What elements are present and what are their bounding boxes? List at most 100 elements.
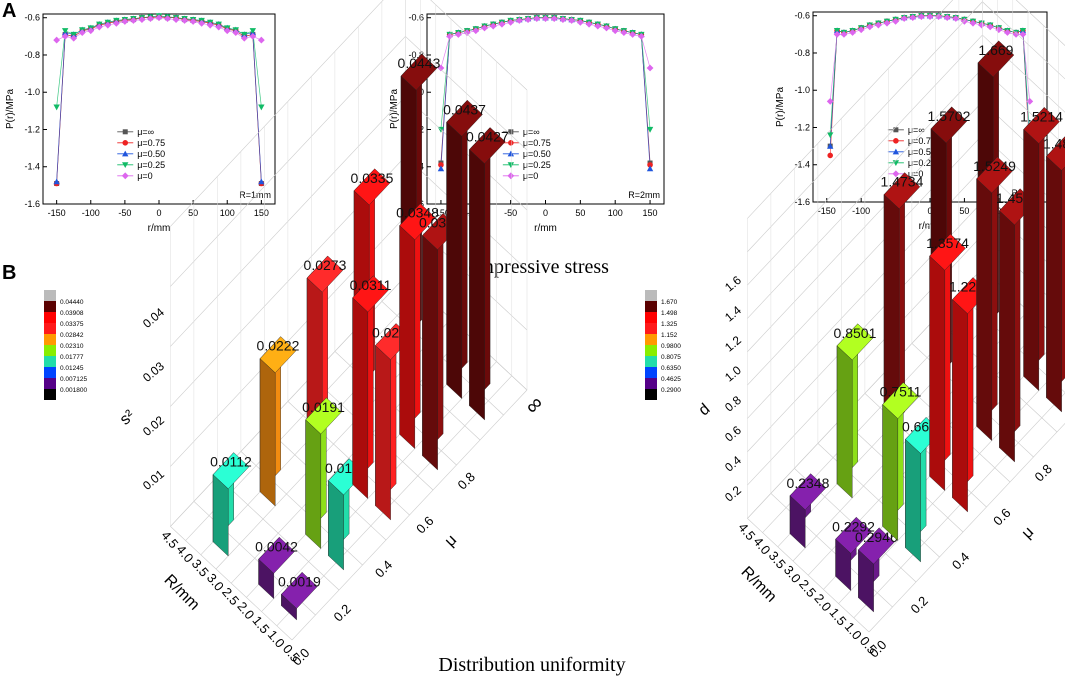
series-point — [637, 32, 645, 40]
colorbar-label: 0.01777 — [60, 354, 84, 361]
y-tick-label: -0.8 — [408, 50, 424, 60]
series-point — [629, 31, 637, 38]
bar-face — [399, 225, 416, 450]
colorbar-swatch — [44, 356, 56, 367]
series-point — [61, 28, 69, 34]
series-point — [112, 19, 120, 27]
x-axis-label: r/mm — [534, 223, 557, 234]
series-point — [857, 26, 865, 34]
bar-value-label: 0.0335 — [351, 170, 394, 186]
legend-label: μ=0.25 — [908, 158, 936, 168]
y-tick-label: -1.6 — [794, 197, 810, 207]
legend-label: μ=0.75 — [137, 138, 165, 148]
bar3d-bar: 0.0191 — [302, 397, 345, 550]
series-point — [1026, 98, 1034, 105]
bar-face — [446, 99, 483, 137]
series-point — [95, 23, 103, 31]
bar-face — [929, 233, 966, 271]
mu-tick-label: 0.8 — [1032, 461, 1055, 484]
bar-face — [882, 382, 919, 419]
colorbar-label: 0.007125 — [60, 376, 87, 383]
legend-marker — [507, 172, 515, 180]
series-point — [926, 13, 934, 21]
z-tick-label: 0.8 — [722, 393, 744, 415]
series-point — [840, 30, 848, 38]
series-point — [155, 14, 163, 22]
series-point — [833, 28, 841, 34]
legend-marker — [508, 140, 514, 146]
series-point — [620, 29, 628, 37]
floor-grid-line — [217, 476, 340, 591]
colorbar-label: 1.325 — [661, 321, 678, 328]
legend-marker — [892, 160, 900, 166]
z-axis-label: s² — [117, 407, 139, 429]
legend-marker — [122, 150, 129, 157]
series-point — [454, 31, 462, 38]
y-tick-label: -0.6 — [794, 11, 810, 21]
z-tick-label: 1.4 — [722, 303, 744, 325]
panel-label-a: A — [2, 0, 17, 22]
legend-label: μ=0.50 — [523, 149, 551, 159]
bar-value-label: 0.0437 — [443, 101, 486, 117]
colorbar-swatch — [645, 312, 657, 323]
y-tick-label: -1.6 — [24, 199, 40, 209]
colorbar-label: 1.152 — [661, 332, 678, 339]
series-point — [568, 17, 576, 24]
mu-tick-label: 0.8 — [455, 469, 478, 492]
legend-label: μ=0 — [908, 169, 923, 179]
legend-marker — [508, 129, 514, 135]
y-tick-label: -0.6 — [408, 13, 424, 23]
x-tick-label: 150 — [643, 208, 658, 218]
series-point — [189, 18, 197, 25]
series-point — [164, 15, 171, 23]
series-point — [900, 15, 908, 22]
bar3d-bar: 1.3574 — [926, 233, 969, 492]
bar-face — [976, 178, 993, 442]
series-point — [826, 98, 834, 105]
series-point — [935, 13, 943, 21]
series-point — [215, 23, 223, 31]
series-point — [550, 15, 558, 23]
bar-face — [352, 275, 389, 313]
series-point — [53, 178, 60, 185]
bar-face — [952, 299, 968, 513]
bar-face — [446, 121, 463, 400]
bar-face — [259, 336, 297, 374]
legend-marker — [507, 150, 515, 157]
bar-face — [353, 168, 391, 206]
bar-face — [1023, 107, 1060, 144]
series-point — [594, 22, 602, 30]
series-point — [437, 165, 445, 172]
bar-face — [399, 203, 436, 241]
legend-marker — [892, 148, 900, 155]
legend-label: μ=∞ — [137, 127, 154, 137]
series-point — [1019, 28, 1027, 34]
series-point — [446, 32, 454, 40]
bar-value-label: 0.0042 — [255, 538, 298, 554]
floor-grid-line — [747, 518, 870, 633]
series-point — [507, 18, 515, 26]
z-tick-label: 0.6 — [722, 423, 744, 445]
bar-face — [836, 323, 874, 361]
legend-label: μ=∞ — [908, 125, 925, 135]
colorbar-label: 0.04440 — [60, 299, 84, 306]
wall-grid-line — [747, 0, 1065, 219]
bar-face — [789, 473, 827, 511]
bar-face — [305, 397, 342, 435]
x-tick-label: -100 — [852, 206, 870, 216]
colorbar-swatch — [44, 367, 56, 378]
series-point — [249, 28, 257, 34]
mu-tick-label: ∞ — [519, 390, 548, 419]
bar-face — [882, 403, 899, 542]
series-point — [646, 165, 654, 172]
z-tick-label: 0.4 — [722, 453, 744, 475]
bar3d-chart-d: 0.20.40.60.81.01.21.41.6d0.51.01.52.02.5… — [645, 0, 1065, 661]
y-tick-label: -1.0 — [794, 85, 810, 95]
legend-marker — [892, 170, 900, 178]
x-tick-label: -150 — [48, 208, 66, 218]
line-chart-1: -150 -100 -50 0 50 100 150 -0.6 -0.8 -1.0 -1.2 -1.4… — [5, 12, 276, 234]
y-tick-label: -1.2 — [794, 122, 810, 132]
line-chart-2: -150-100-50050100150-0.6-0.8-1.0-1.2-1.4… — [389, 13, 665, 234]
z-tick-label: 1.6 — [722, 273, 744, 295]
